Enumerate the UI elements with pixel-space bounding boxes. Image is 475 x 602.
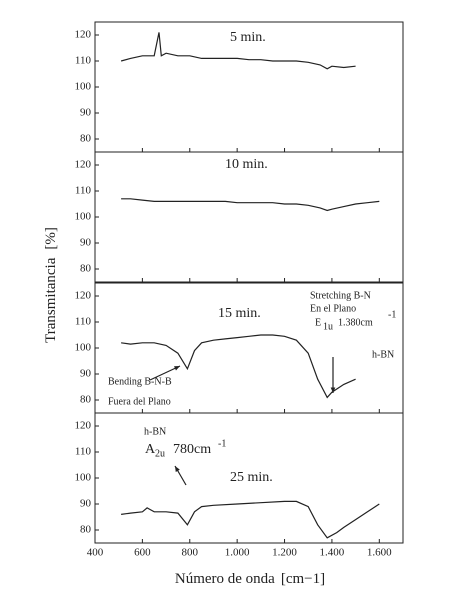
annotation: h-BN [372,349,394,360]
annotation: 5 min. [230,30,266,45]
annotation: 10 min. [225,157,268,172]
annotation: h-BN [144,426,166,437]
spectrum-line [121,334,356,399]
panel-frame [94,282,404,414]
y-tick-label: 110 [75,55,92,67]
y-label-unit: [%] [43,227,59,250]
annotation: 15 min. [218,306,261,321]
annotation: Bending B-N-B [108,376,172,387]
annotation: Fuera del Plano [108,396,171,407]
y-tick-label: 100 [75,81,92,93]
x-label-unit: [cm−1] [281,571,325,587]
y-tick-label: 100 [75,342,92,354]
y-label-text: Transmitancia [43,257,59,343]
annotation: E [315,317,321,328]
annotation: -1 [218,438,226,449]
annotation: En el Plano [310,303,356,314]
arrow-head [330,387,336,393]
y-tick-label: 90 [80,368,92,380]
y-tick-label: 80 [80,133,92,145]
x-axis-label: Número de onda [cm−1] [175,571,325,587]
annotation: 1.380cm [338,317,373,328]
spectrum-line [120,32,356,70]
x-tick-label: 800 [182,547,199,559]
annotation: 25 min. [230,470,273,485]
annotation: 780cm [173,442,211,457]
annotation: 1u [323,321,333,332]
y-axis-label: Transmitancia [%] [43,227,59,343]
x-tick-label: 1.000 [225,547,250,559]
arrow-head [174,366,180,371]
x-tick-label: 600 [134,547,151,559]
x-label-text: Número de onda [175,571,275,587]
y-tick-label: 90 [80,107,92,119]
x-tick-label: 1.400 [320,547,345,559]
y-tick-label: 100 [75,211,92,223]
y-tick-label: 90 [80,498,92,510]
y-tick-label: 120 [75,290,92,302]
arrow-head [175,466,180,472]
x-tick-label: 1.200 [272,547,297,559]
x-tick-label: 400 [87,547,104,559]
y-tick-label: 120 [75,29,92,41]
annotation: 2u [155,448,165,459]
y-tick-label: 100 [75,472,92,484]
y-tick-label: 120 [75,420,92,432]
y-tick-label: 120 [75,159,92,171]
spectrum-line [121,198,380,212]
y-tick-label: 80 [80,524,92,536]
y-tick-label: 80 [80,394,92,406]
y-tick-label: 110 [75,446,92,458]
annotation: A [145,442,156,457]
x-tick-label: 1.600 [367,547,392,559]
y-tick-label: 80 [80,263,92,275]
annotation: Stretching B-N [310,290,371,301]
spectrum-line [121,500,380,539]
annotation: -1 [388,309,396,320]
y-tick-label: 110 [75,185,92,197]
y-tick-label: 110 [75,316,92,328]
y-tick-label: 90 [80,237,92,249]
